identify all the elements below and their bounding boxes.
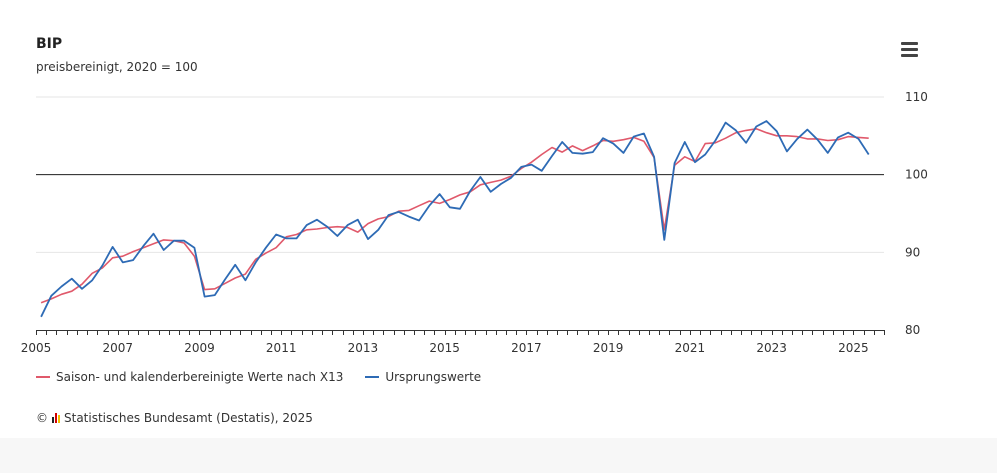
x-tick-label: 2009 bbox=[184, 341, 215, 355]
hamburger-menu-icon[interactable] bbox=[899, 42, 921, 60]
chart-card bbox=[22, 22, 925, 434]
x-tick-label: 2011 bbox=[266, 341, 297, 355]
legend-swatch-original bbox=[365, 376, 380, 378]
x-axis: 2005 2007 2009 2011 2013 2015 2017 2019 2021 2023… bbox=[21, 330, 885, 355]
chart-title: BIP bbox=[36, 36, 63, 52]
page-bottom-background bbox=[0, 438, 997, 473]
legend-item-adjusted[interactable]: Saison- und kalenderbereinigte Werte nac… bbox=[36, 370, 343, 384]
legend-swatch-adjusted bbox=[36, 376, 50, 378]
y-tick-label: 100 bbox=[905, 168, 928, 182]
x-tick-label: 2019 bbox=[593, 341, 624, 355]
y-axis-labels: 80 90 100 110 bbox=[905, 90, 928, 337]
copyright-symbol: © bbox=[36, 411, 48, 425]
x-tick-label: 2007 bbox=[102, 341, 133, 355]
chart-subtitle: preisbereinigt, 2020 = 100 bbox=[36, 60, 198, 74]
x-tick-label: 2013 bbox=[348, 341, 379, 355]
x-tick-label: 2025 bbox=[838, 341, 869, 355]
x-tick-label: 2005 bbox=[21, 341, 52, 355]
legend: Saison- und kalenderbereinigte Werte nac… bbox=[36, 370, 481, 384]
x-tick-label: 2023 bbox=[756, 341, 787, 355]
destatis-logo-icon bbox=[52, 413, 60, 423]
series-lines bbox=[40, 120, 870, 318]
x-tick-label: 2017 bbox=[511, 341, 542, 355]
x-tick-label: 2015 bbox=[429, 341, 460, 355]
y-tick-label: 110 bbox=[905, 90, 928, 104]
legend-label-original: Ursprungswerte bbox=[385, 370, 482, 384]
credits[interactable]: © Statistisches Bundesamt (Destatis), 20… bbox=[36, 411, 313, 425]
y-tick-label: 80 bbox=[905, 323, 920, 337]
legend-label-adjusted: Saison- und kalenderbereinigte Werte nac… bbox=[56, 370, 344, 384]
series-line-adjusted[interactable] bbox=[40, 128, 869, 304]
legend-item-original[interactable]: Ursprungswerte bbox=[365, 370, 481, 384]
credits-text: Statistisches Bundesamt (Destatis), 2025 bbox=[64, 411, 313, 425]
series-line-original[interactable] bbox=[40, 120, 870, 318]
x-tick-label: 2021 bbox=[675, 341, 706, 355]
y-tick-label: 90 bbox=[905, 245, 920, 259]
